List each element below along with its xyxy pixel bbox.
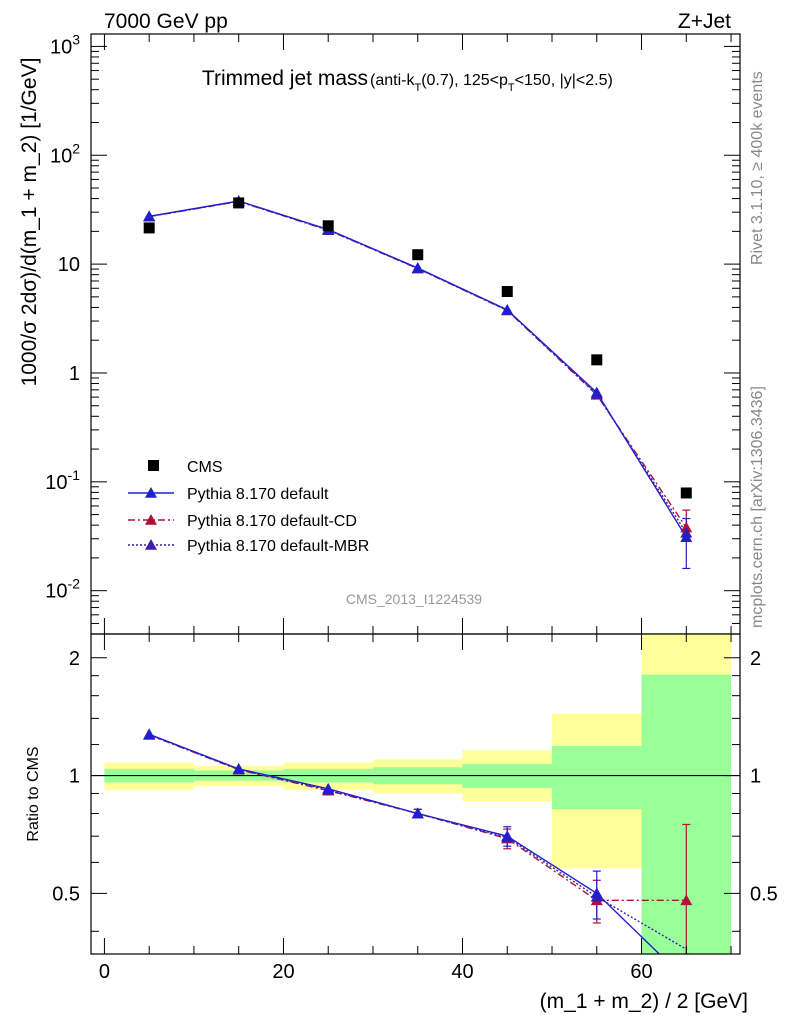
ratio-plot-panel: 0.5 0.51 12 20 20 40 60 Ratio to CMS (m_1 + m_… <box>25 633 778 1013</box>
legend-label: Pythia 8.170 default-MBR <box>187 538 369 555</box>
ratio-point-triangle <box>411 807 424 819</box>
rivet-label: Rivet 3.1.10, ≥ 400k events <box>749 71 766 265</box>
legend-label: Pythia 8.170 default-CD <box>187 513 357 530</box>
legend: CMS Pythia 8.170 default Pythia 8.170 defa… <box>128 459 369 555</box>
series-point-triangle <box>411 262 424 273</box>
legend-marker-square <box>148 460 159 471</box>
data-point-square <box>680 487 692 499</box>
main-y-tick-label: 1 <box>69 363 80 385</box>
x-tick-label: 60 <box>630 961 652 983</box>
legend-label: Pythia 8.170 default <box>187 486 329 503</box>
x-tick-label: 0 <box>99 961 110 983</box>
ratio-point-triangle <box>590 887 603 899</box>
ratio-point-triangle <box>143 728 156 740</box>
ratio-y-tick-label: 2 <box>69 648 80 670</box>
legend-label: CMS <box>187 459 223 476</box>
series-point-triangle <box>680 531 693 542</box>
series-point-triangle <box>590 386 603 398</box>
main-y-tick-label: 10-1 <box>45 467 80 494</box>
analysis-watermark: CMS_2013_I1224539 <box>346 591 482 607</box>
ratio-point-triangle <box>680 894 693 906</box>
ratio-plot-frame <box>90 633 741 955</box>
main-plot-panel: 10-2 10-1 1 10 102 103 Trimmed jet mass (anti… <box>18 31 741 635</box>
legend-marker-triangle <box>145 487 157 498</box>
main-y-tick-label: 10-2 <box>45 576 80 603</box>
series-point-triangle <box>501 303 514 315</box>
ratio-point-triangle <box>322 782 335 794</box>
ratio-point-triangle <box>232 762 245 774</box>
ratio-y-axis-label: Ratio to CMS <box>25 746 42 841</box>
series-point-triangle <box>143 210 156 222</box>
data-point-square <box>412 249 424 261</box>
plot-title-detail: (anti-kT(0.7), 125<pT<150, |y|<2.5) <box>370 72 613 94</box>
ratio-y-tick-label: 1 <box>69 766 80 788</box>
legend-marker-triangle <box>145 539 157 550</box>
x-tick-label: 40 <box>451 961 473 983</box>
data-point-square <box>591 354 603 366</box>
energy-label: 7000 GeV pp <box>104 10 228 33</box>
x-axis-label: (m_1 + m_2) / 2 [GeV] <box>540 990 748 1013</box>
ratio-y-tick-label-right: 0.5 <box>750 883 778 905</box>
ratio-y-tick-label-right: 2 <box>750 648 761 670</box>
data-point-square <box>501 286 513 298</box>
main-y-axis-label: 1000/σ 2dσ)/d(m_1 + m_2) [1/GeV] <box>18 58 41 387</box>
data-point-square <box>143 222 155 234</box>
ratio-point-triangle <box>501 830 514 841</box>
mcplots-label: mcplots.cern.ch [arXiv:1306.3436] <box>749 386 766 628</box>
main-y-tick-label: 10 <box>58 254 80 276</box>
ratio-y-tick-label: 0.5 <box>52 883 80 905</box>
data-point-square <box>233 197 245 209</box>
data-point-square <box>322 220 334 232</box>
plot-title-main: Trimmed jet mass <box>202 67 368 90</box>
main-y-tick-label: 102 <box>50 140 80 167</box>
ratio-y-tick-label-right: 1 <box>750 766 761 788</box>
process-label: Z+Jet <box>678 10 731 33</box>
ratio-band-inner <box>552 746 642 810</box>
legend-marker-triangle <box>145 514 157 525</box>
main-y-tick-label: 103 <box>50 31 80 58</box>
x-tick-label: 20 <box>272 961 294 983</box>
